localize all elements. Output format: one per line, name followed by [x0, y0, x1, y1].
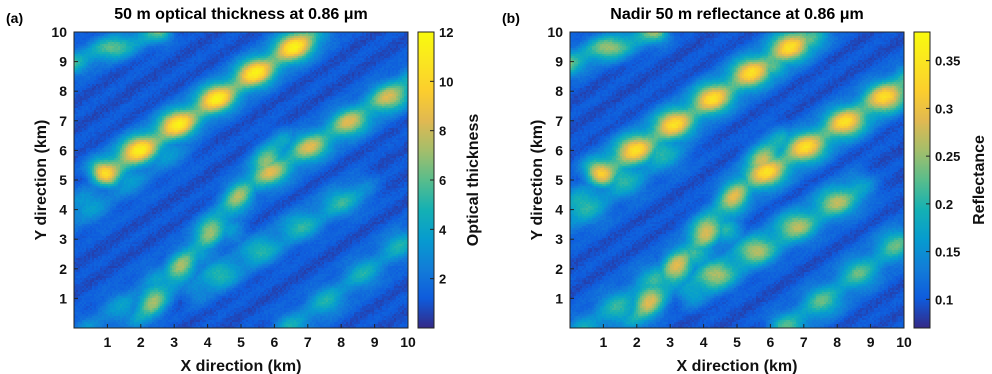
chart-optical-thickness: (a) 50 m optical thickness at 0.86 μm X … — [6, 6, 482, 374]
colorbar-tick-label-b: 0.2 — [935, 197, 953, 212]
y-tick-label-b: 7 — [555, 113, 563, 129]
colorbar-tick-label-b: 0.15 — [935, 245, 960, 260]
panel-reflectance: (b) Nadir 50 m reflectance at 0.86 μm X … — [496, 0, 992, 374]
y-tick-label-b: 3 — [555, 231, 563, 247]
x-tick-label-b: 4 — [700, 334, 708, 350]
x-tick-label-a: 4 — [204, 334, 212, 350]
y-tick-label-b: 6 — [555, 142, 563, 158]
y-tick-label-a: 8 — [59, 83, 67, 99]
panel-label-a: (a) — [6, 10, 23, 26]
y-tick-label-a: 7 — [59, 113, 67, 129]
x-tick-label-a: 7 — [304, 334, 312, 350]
y-tick-label-a: 2 — [59, 261, 67, 277]
colorbar-tick-label-a: 8 — [439, 124, 446, 139]
colorbar-ticks-a: 2 4 6 8 10 12 — [430, 25, 453, 287]
heatmap-plot-a — [74, 32, 408, 328]
x-tick-label-b: 1 — [600, 334, 608, 350]
y-tick-label-a: 9 — [59, 54, 67, 70]
axis-ticks-b: 1 2 3 4 5 6 7 8 9 10 1 2 3 4 5 6 7 8 9 10 — [547, 24, 912, 350]
y-axis-label-b: Y direction (km) — [529, 120, 546, 241]
colorbar-ticks-b: 0.1 0.15 0.2 0.25 0.3 0.35 — [926, 54, 960, 307]
colorbar-tick-label-b: 0.1 — [935, 292, 953, 307]
heatmap-plot-b — [570, 32, 904, 328]
x-tick-label-a: 6 — [271, 334, 279, 350]
y-tick-label-b: 1 — [555, 290, 563, 306]
x-tick-label-a: 9 — [371, 334, 379, 350]
axis-ticks-a: 1 2 3 4 5 6 7 8 9 10 1 2 3 4 5 6 7 8 9 10 — [51, 24, 416, 350]
x-tick-label-a: 8 — [337, 334, 345, 350]
colorbar-tick-label-a: 4 — [439, 222, 447, 237]
colorbar-tick-label-a: 6 — [439, 173, 446, 188]
chart-reflectance: (b) Nadir 50 m reflectance at 0.86 μm X … — [502, 6, 988, 374]
x-tick-label-a: 1 — [104, 334, 112, 350]
x-tick-label-a: 3 — [170, 334, 178, 350]
colorbar-tick-label-b: 0.3 — [935, 101, 953, 116]
y-tick-label-a: 3 — [59, 231, 67, 247]
colorbar-tick-label-a: 2 — [439, 272, 446, 287]
colorbar-label-b: Reflectance — [971, 135, 988, 225]
y-tick-label-a: 6 — [59, 142, 67, 158]
colorbar-tick-label-a: 12 — [439, 25, 453, 40]
colorbar-tick-label-b: 0.35 — [935, 54, 960, 69]
y-tick-label-a: 10 — [51, 24, 67, 40]
y-tick-label-b: 8 — [555, 83, 563, 99]
colorbar-tick-label-b: 0.25 — [935, 149, 960, 164]
colorbar-a — [418, 32, 434, 328]
x-axis-label-a: X direction (km) — [181, 358, 302, 374]
x-tick-label-b: 8 — [833, 334, 841, 350]
x-tick-label-b: 2 — [633, 334, 641, 350]
y-tick-label-a: 4 — [59, 202, 67, 218]
y-tick-label-b: 2 — [555, 261, 563, 277]
x-tick-label-b: 6 — [767, 334, 775, 350]
x-tick-label-a: 2 — [137, 334, 145, 350]
x-tick-label-b: 10 — [896, 334, 912, 350]
chart-title-a: 50 m optical thickness at 0.86 μm — [114, 6, 367, 23]
colorbar-frame-b — [913, 31, 931, 329]
colorbar-tick-label-a: 10 — [439, 74, 453, 89]
colorbar-label-a: Optical thickness — [465, 114, 482, 247]
panel-optical-thickness: (a) 50 m optical thickness at 0.86 μm X … — [6, 6, 482, 374]
y-tick-label-b: 5 — [555, 172, 563, 188]
y-tick-label-b: 4 — [555, 202, 563, 218]
x-tick-label-b: 7 — [800, 334, 808, 350]
y-tick-label-a: 1 — [59, 290, 67, 306]
x-tick-label-b: 9 — [867, 334, 875, 350]
chart-title-b: Nadir 50 m reflectance at 0.86 μm — [610, 6, 863, 23]
x-axis-label-b: X direction (km) — [677, 358, 798, 374]
x-tick-label-a: 5 — [237, 334, 245, 350]
y-tick-label-b: 9 — [555, 54, 563, 70]
x-tick-label-b: 3 — [666, 334, 674, 350]
colorbar-b — [914, 32, 930, 328]
y-tick-label-a: 5 — [59, 172, 67, 188]
y-tick-label-b: 10 — [547, 24, 563, 40]
x-tick-label-b: 5 — [733, 334, 741, 350]
panel-label-b: (b) — [502, 10, 520, 26]
y-axis-label-a: Y direction (km) — [33, 120, 50, 241]
x-tick-label-a: 10 — [400, 334, 416, 350]
